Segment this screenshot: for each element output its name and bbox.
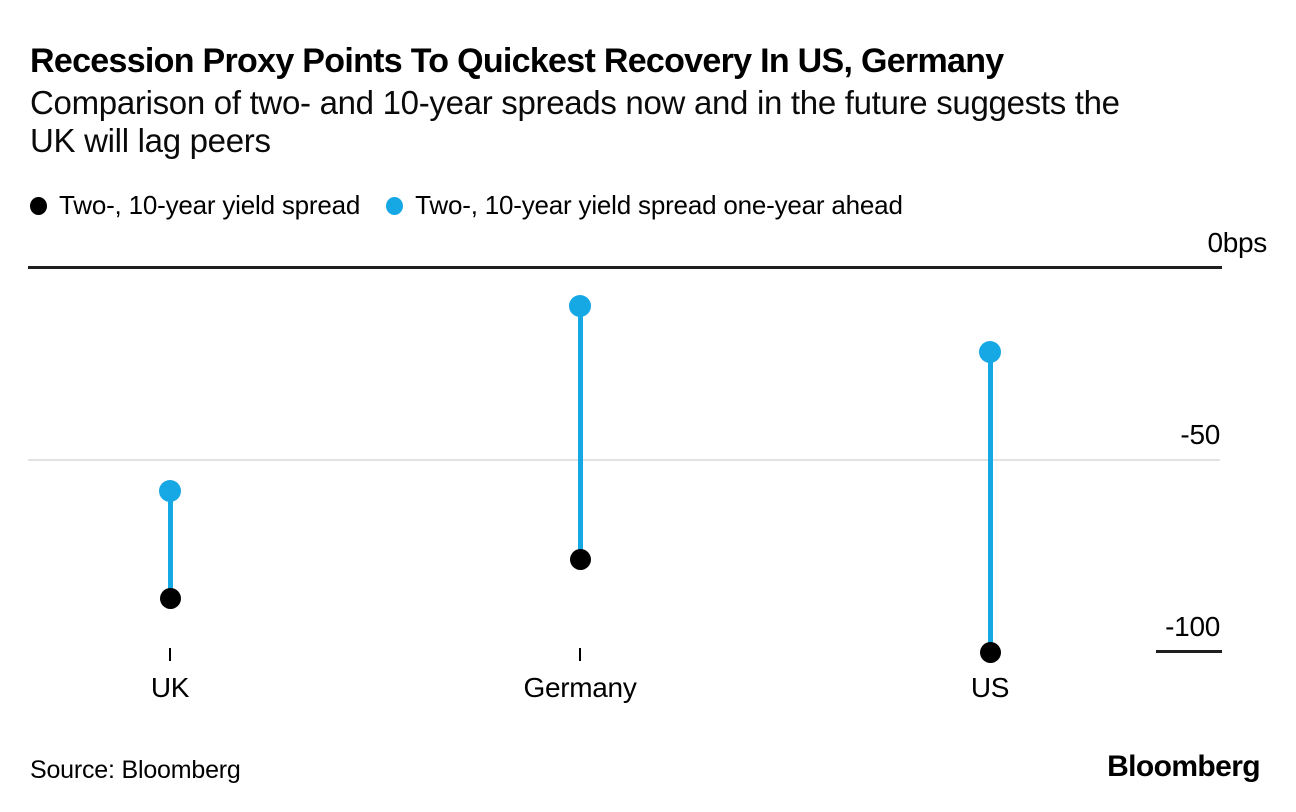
- dot-ahead-UK: [159, 479, 181, 502]
- source-credit: Source: Bloomberg: [30, 756, 241, 784]
- dot-ahead-Germany: [569, 295, 591, 318]
- legend-item-ahead: Two-, 10-year yield spread one-year ahea…: [386, 190, 903, 221]
- legend-dot-now-icon: [30, 196, 47, 215]
- legend-label-now: Two-, 10-year yield spread: [59, 190, 361, 220]
- ytick-label-0: 0bps: [1207, 227, 1267, 258]
- ytick-label--50: -50: [1180, 419, 1220, 450]
- gridline--50: [28, 459, 1220, 461]
- dot-ahead-US: [979, 341, 1001, 364]
- legend-item-now: Two-, 10-year yield spread: [30, 190, 360, 221]
- x-tick-UK: [169, 648, 171, 661]
- chart-subtitle: Comparison of two- and 10-year spreads n…: [30, 84, 1120, 160]
- bloomberg-logo: Bloomberg: [1107, 750, 1261, 783]
- dot-now-US: [979, 641, 1001, 663]
- dot-now-Germany: [569, 549, 591, 571]
- legend-dot-ahead-icon: [386, 196, 404, 215]
- page-title: Recession Proxy Points To Quickest Recov…: [30, 42, 1004, 80]
- x-tick-Germany: [579, 648, 581, 661]
- ytick-label--100: -100: [1165, 611, 1220, 642]
- dumbbell-stem-Germany: [577, 306, 583, 560]
- dot-now-UK: [159, 587, 181, 609]
- dumbbell-stem-UK: [167, 490, 173, 599]
- chart-legend: Two-, 10-year yield spread Two-, 10-year…: [30, 190, 903, 221]
- subtitle-line-1: Comparison of two- and 10-year spreads n…: [30, 84, 1120, 121]
- x-category-label-Germany: Germany: [523, 672, 637, 703]
- subtitle-line-2: UK will lag peers: [30, 122, 271, 159]
- x-category-label-US: US: [970, 672, 1010, 703]
- gridline-0: [28, 266, 1222, 269]
- dumbbell-stem-US: [987, 352, 993, 652]
- legend-label-ahead: Two-, 10-year yield spread one-year ahea…: [415, 190, 903, 220]
- gridline--100: [1156, 650, 1222, 653]
- x-category-label-UK: UK: [150, 672, 190, 703]
